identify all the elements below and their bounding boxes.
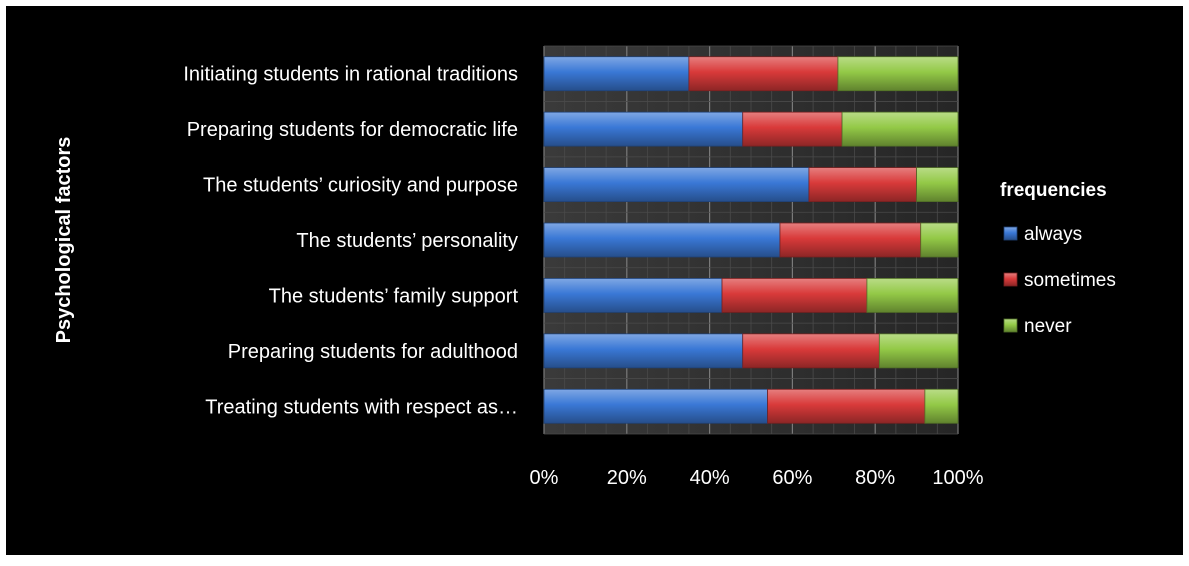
category-label: Preparing students for democratic life xyxy=(187,119,518,141)
legend-label-sometimes: sometimes xyxy=(1024,270,1116,291)
bar-never xyxy=(837,56,959,92)
legend: frequencies always sometimes never xyxy=(1000,180,1116,337)
x-tick-label: 80% xyxy=(855,467,895,489)
bar-never xyxy=(841,111,959,147)
bar-always xyxy=(543,278,723,313)
x-tick-label: 60% xyxy=(772,467,812,489)
x-tick-label: 40% xyxy=(690,467,730,489)
bar-sometimes xyxy=(688,56,839,92)
bar-never xyxy=(916,167,959,202)
category-label: The students’ curiosity and purpose xyxy=(203,175,518,197)
legend-title: frequencies xyxy=(1000,180,1107,201)
category-label: Preparing students for adulthood xyxy=(228,341,518,363)
bar-always xyxy=(543,222,781,258)
y-axis-title: Psychological factors xyxy=(53,137,75,344)
x-tick-label: 0% xyxy=(530,467,559,489)
bar-sometimes xyxy=(742,333,880,369)
bar-sometimes xyxy=(779,222,922,258)
legend-label-always: always xyxy=(1024,224,1082,245)
bar-sometimes xyxy=(721,278,868,313)
bar-sometimes xyxy=(808,167,918,202)
bar-always xyxy=(543,333,744,369)
bar-sometimes xyxy=(742,111,843,147)
bar-always xyxy=(543,388,768,424)
legend-swatch-sometimes xyxy=(1003,272,1018,287)
x-tick-label: 100% xyxy=(932,467,983,489)
category-label: The students’ family support xyxy=(269,285,519,307)
bar-never xyxy=(920,222,959,258)
legend-swatch-always xyxy=(1003,226,1018,241)
bar-always xyxy=(543,111,744,147)
x-tick-label: 20% xyxy=(607,467,647,489)
bar-never xyxy=(924,388,959,424)
category-label: Initiating students in rational traditio… xyxy=(183,64,518,86)
category-label: Treating students with respect as… xyxy=(205,396,518,418)
legend-swatch-never xyxy=(1003,318,1018,333)
bar-always xyxy=(543,167,810,202)
legend-label-never: never xyxy=(1024,316,1072,337)
category-label: The students’ personality xyxy=(296,230,518,252)
bar-never xyxy=(878,333,959,369)
bar-never xyxy=(866,278,959,313)
bar-sometimes xyxy=(767,388,926,424)
bar-always xyxy=(543,56,690,92)
